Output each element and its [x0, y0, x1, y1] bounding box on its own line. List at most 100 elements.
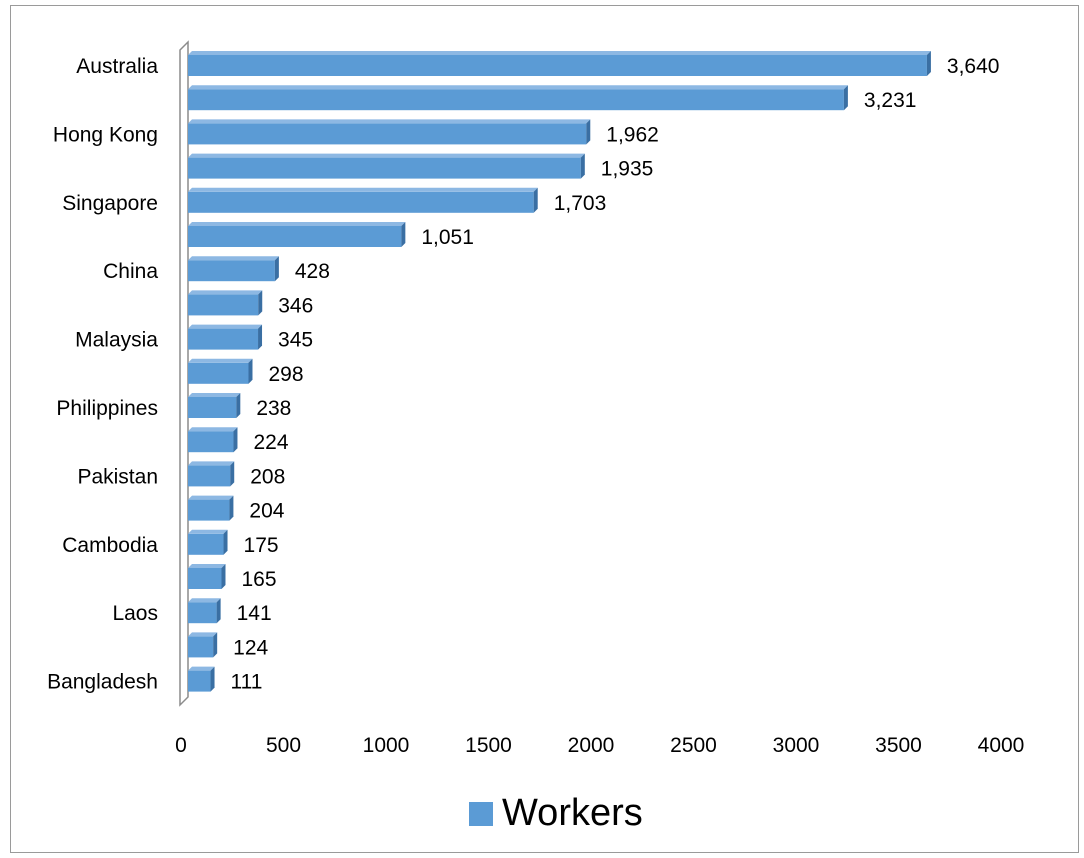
data-label: 345 [278, 329, 313, 352]
labels-layer: 3,640 Australia 3,231 1,962 Hong Kong 1,935 1,… [47, 55, 1024, 757]
bar [188, 187, 538, 213]
x-tick-label: 2000 [568, 734, 615, 757]
x-tick-label: 2500 [670, 734, 717, 757]
bar-front [188, 157, 581, 179]
bar-end [274, 256, 279, 282]
data-label: 208 [250, 465, 285, 488]
legend-label: Workers [502, 792, 643, 834]
bar-end [401, 222, 406, 247]
bar-front [188, 431, 234, 453]
bar-front [188, 294, 259, 316]
data-label: 204 [249, 500, 284, 523]
bar-top [188, 85, 848, 90]
bar [188, 461, 235, 487]
legend-swatch [469, 802, 493, 826]
category-label: Australia [76, 55, 158, 78]
bar-top [188, 461, 235, 466]
x-tick-label: 1000 [363, 734, 410, 757]
bar-end [210, 666, 215, 692]
bar [188, 324, 263, 350]
bar-end [580, 153, 585, 179]
data-label: 346 [278, 294, 313, 317]
bar-top [188, 153, 585, 158]
category-label: China [103, 260, 158, 283]
data-label: 1,703 [554, 192, 607, 215]
bar-end [230, 461, 235, 487]
x-tick-label: 500 [266, 734, 301, 757]
bar-top [188, 324, 263, 329]
bar-top [188, 256, 279, 261]
bar [188, 85, 848, 111]
data-label: 428 [295, 260, 330, 283]
bar-top [188, 393, 241, 397]
data-label: 1,051 [421, 226, 474, 249]
bar-front [188, 636, 214, 658]
bar-top [188, 564, 226, 568]
category-label: Malaysia [75, 329, 158, 352]
bar-top [188, 495, 234, 500]
bar-top [188, 529, 228, 534]
bar-top [188, 632, 218, 637]
bar [188, 393, 241, 418]
data-label: 141 [237, 602, 272, 625]
bar-top [188, 290, 263, 295]
bar-top [188, 358, 253, 363]
bar [188, 632, 218, 658]
bar-front [188, 260, 275, 282]
bar [188, 358, 253, 384]
bar-top [188, 119, 591, 124]
bar-front [188, 465, 231, 487]
data-label: 124 [233, 636, 268, 659]
category-label: Bangladesh [47, 671, 158, 694]
bar-front [188, 602, 217, 624]
bar-top [188, 222, 406, 226]
bar [188, 222, 406, 247]
bar-end [229, 495, 234, 521]
data-label: 111 [231, 671, 263, 694]
bar [188, 51, 931, 76]
bar-end [223, 529, 228, 555]
data-label: 224 [253, 431, 288, 454]
bar-front [188, 123, 587, 145]
bar [188, 564, 226, 589]
bar-end [258, 290, 263, 316]
legend: Workers [469, 792, 643, 834]
bar-front [188, 533, 224, 555]
category-label: Singapore [62, 192, 158, 215]
bar [188, 529, 228, 555]
x-tick-label: 1500 [465, 734, 512, 757]
bar-front [188, 362, 249, 384]
data-label: 238 [256, 397, 291, 420]
bar [188, 495, 234, 521]
bar-top [188, 51, 931, 55]
data-label: 3,231 [864, 89, 917, 112]
bar-front [188, 191, 534, 213]
bar-end [213, 632, 218, 658]
bar-front [188, 328, 259, 350]
axis-layer [179, 40, 189, 707]
bar [188, 598, 221, 624]
bar-front [188, 89, 844, 111]
bar [188, 153, 585, 179]
x-tick-label: 0 [175, 734, 187, 757]
bars-layer [188, 51, 931, 692]
bar-end [843, 85, 848, 111]
bar-end [236, 393, 241, 418]
bar-front [188, 226, 402, 247]
category-label: Cambodia [62, 534, 158, 557]
x-tick-label: 4000 [978, 734, 1025, 757]
data-label: 175 [244, 534, 279, 557]
bar [188, 290, 263, 316]
bar-top [188, 598, 221, 603]
data-label: 1,935 [601, 158, 654, 181]
bar-end [221, 564, 226, 589]
bar-front [188, 568, 222, 589]
bar-end [233, 427, 238, 453]
bar [188, 256, 279, 282]
bar-end [586, 119, 591, 145]
bar-end [216, 598, 221, 624]
bar [188, 427, 238, 453]
bar-front [188, 55, 927, 76]
data-label: 165 [241, 568, 276, 591]
